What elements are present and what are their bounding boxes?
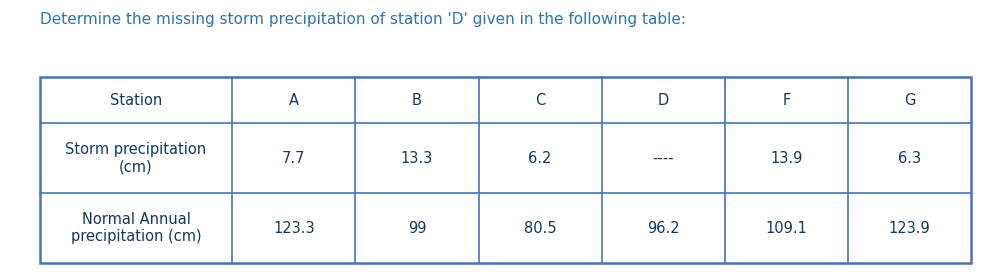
Text: B: B — [412, 93, 422, 107]
Text: D: D — [657, 93, 669, 107]
Text: Determine the missing storm precipitation of station 'D' given in the following : Determine the missing storm precipitatio… — [40, 12, 686, 27]
Text: C: C — [535, 93, 545, 107]
Text: 13.3: 13.3 — [400, 151, 433, 166]
Text: 6.3: 6.3 — [898, 151, 921, 166]
Text: 7.7: 7.7 — [282, 151, 306, 166]
Text: 123.9: 123.9 — [888, 221, 930, 236]
Text: A: A — [289, 93, 299, 107]
Text: 80.5: 80.5 — [524, 221, 557, 236]
Text: Storm precipitation
(cm): Storm precipitation (cm) — [66, 142, 206, 175]
Text: 6.2: 6.2 — [529, 151, 552, 166]
Text: 109.1: 109.1 — [766, 221, 808, 236]
Text: F: F — [782, 93, 791, 107]
Text: ----: ---- — [652, 151, 674, 166]
Text: Station: Station — [110, 93, 162, 107]
Text: G: G — [903, 93, 915, 107]
Text: 96.2: 96.2 — [647, 221, 679, 236]
Text: 13.9: 13.9 — [770, 151, 803, 166]
Text: Normal Annual
precipitation (cm): Normal Annual precipitation (cm) — [71, 212, 201, 244]
Text: 99: 99 — [407, 221, 426, 236]
Bar — [40, 77, 971, 263]
Text: 123.3: 123.3 — [273, 221, 315, 236]
